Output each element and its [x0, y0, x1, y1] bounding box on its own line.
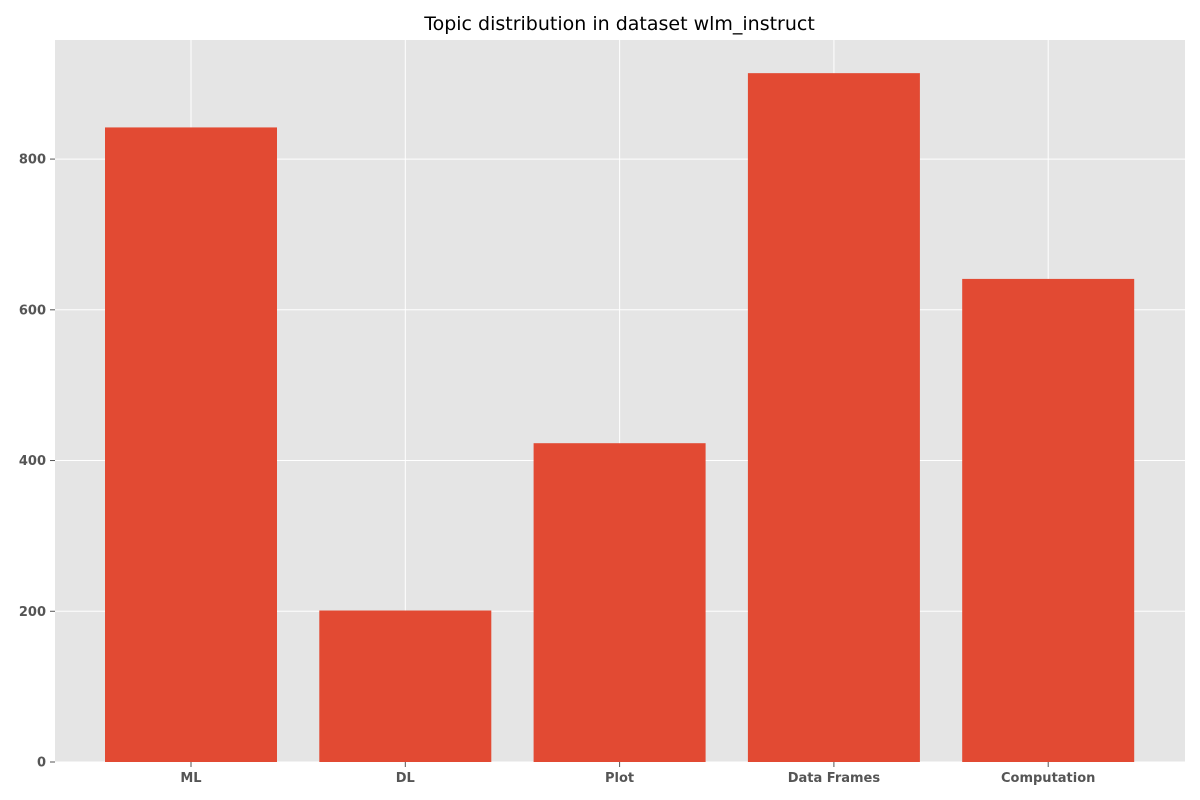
- bar-dl: [319, 610, 492, 762]
- bar-data-frames: [747, 73, 920, 762]
- chart-title: Topic distribution in dataset wlm_instru…: [423, 13, 815, 35]
- x-tick-label: ML: [180, 771, 201, 786]
- y-tick-label: 600: [19, 303, 46, 318]
- x-tick-label: DL: [396, 771, 415, 786]
- bar-computation: [962, 278, 1135, 762]
- y-tick-label: 800: [19, 153, 46, 168]
- y-axis-ticks: 0 200 400 600 800: [19, 153, 55, 771]
- y-tick-label: 0: [37, 756, 46, 771]
- x-tick-label: Data Frames: [788, 771, 881, 786]
- bars: [105, 73, 1135, 762]
- bar-ml: [105, 127, 277, 762]
- y-tick-label: 400: [19, 454, 46, 469]
- bar-plot: [533, 443, 706, 762]
- y-tick-label: 200: [19, 605, 46, 620]
- x-axis-ticks: ML DL Plot Data Frames Computation: [180, 762, 1095, 786]
- x-tick-label: Computation: [1001, 771, 1095, 786]
- x-tick-label: Plot: [605, 771, 634, 786]
